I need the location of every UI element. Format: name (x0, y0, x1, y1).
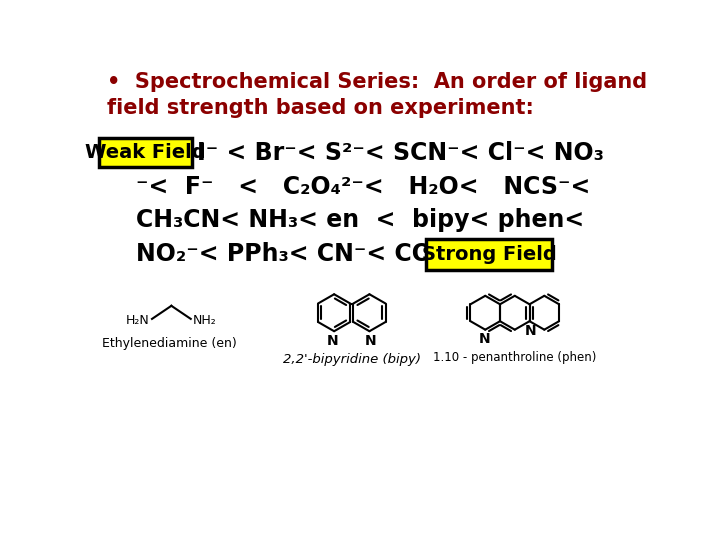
Text: N: N (327, 334, 338, 348)
FancyBboxPatch shape (99, 138, 192, 167)
Text: I⁻ < Br⁻< S²⁻< SCN⁻< Cl⁻< NO₃: I⁻ < Br⁻< S²⁻< SCN⁻< Cl⁻< NO₃ (197, 140, 604, 165)
Text: N: N (479, 332, 490, 346)
Text: ⁻<  F⁻   <   C₂O₄²⁻<   H₂O<   NCS⁻<: ⁻< F⁻ < C₂O₄²⁻< H₂O< NCS⁻< (137, 175, 591, 199)
Text: CH₃CN< NH₃< en  <  bipy< phen<: CH₃CN< NH₃< en < bipy< phen< (137, 208, 585, 232)
Text: N: N (365, 334, 377, 348)
Text: Weak Field: Weak Field (85, 143, 205, 162)
FancyBboxPatch shape (426, 239, 552, 269)
Text: •  Spectrochemical Series:  An order of ligand
field strength based on experimen: • Spectrochemical Series: An order of li… (107, 72, 647, 118)
Text: NO₂⁻< PPh₃< CN⁻< CO: NO₂⁻< PPh₃< CN⁻< CO (137, 242, 433, 266)
Text: H₂N: H₂N (126, 314, 150, 327)
Text: Ethylenediamine (en): Ethylenediamine (en) (102, 338, 236, 350)
Text: NH₂: NH₂ (193, 314, 217, 327)
Text: N: N (524, 323, 536, 338)
Text: 2,2'-bipyridine (bipy): 2,2'-bipyridine (bipy) (283, 353, 420, 366)
Text: 1.10 - penanthroline (phen): 1.10 - penanthroline (phen) (433, 351, 596, 364)
Text: Strong Field: Strong Field (422, 245, 557, 264)
